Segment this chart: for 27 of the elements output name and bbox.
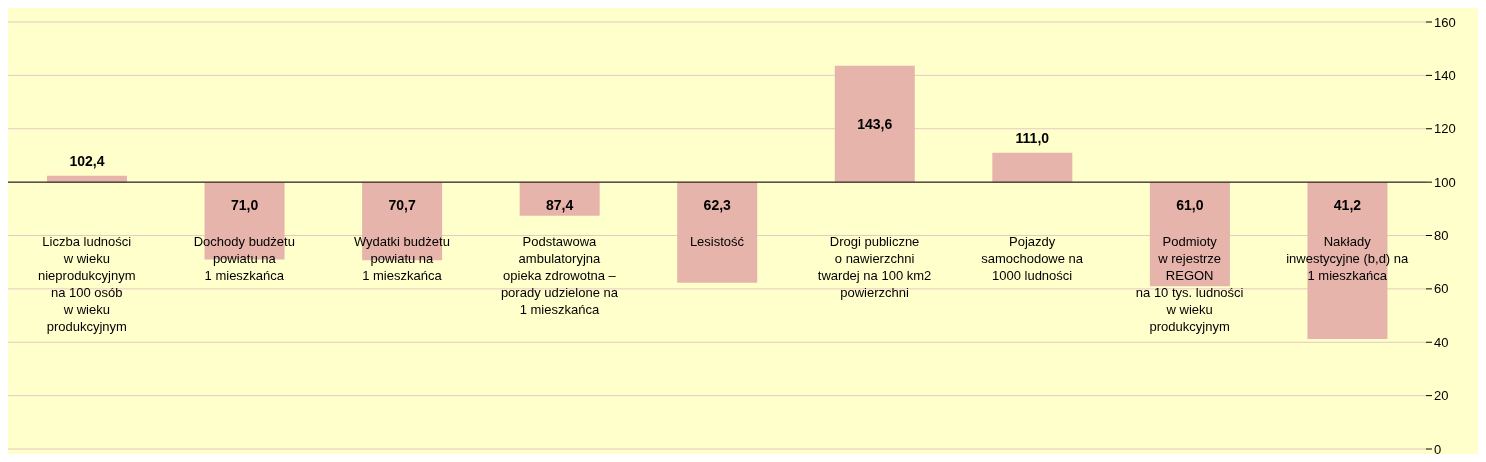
data-label: 111,0: [1015, 129, 1050, 146]
y-tick-label: 120: [1434, 121, 1456, 137]
data-label: 61,0: [1176, 197, 1204, 214]
y-tick-label: 160: [1434, 14, 1456, 30]
y-tick-label: 80: [1434, 228, 1449, 244]
x-tick-label: Dochody budżetu powiatu na 1 mieszkańca: [193, 234, 295, 284]
data-label: 70,7: [388, 197, 416, 214]
data-label: 71,0: [230, 197, 259, 214]
data-label: 41,2: [1333, 197, 1362, 214]
y-tick-label: 0: [1434, 441, 1442, 457]
data-label: 62,3: [703, 197, 732, 214]
x-tick-label: Podmioty w rejestrze REGON na 10 tys. ludności w wieku produkcyjnym: [1135, 234, 1244, 335]
y-tick-label: 140: [1434, 67, 1456, 83]
y-tick-label: 60: [1434, 281, 1449, 297]
x-tick-label: Drogi publiczne o nawierzchni twardej na 100 km2 powierzchni: [817, 234, 932, 301]
data-label: 87,4: [546, 197, 574, 214]
data-label: 143,6: [857, 115, 893, 132]
x-tick-label: Lesistość: [689, 234, 745, 250]
y-tick-label: 20: [1434, 388, 1449, 404]
y-tick-label: 40: [1434, 334, 1449, 350]
data-label: 102,4: [69, 152, 105, 169]
x-tick-label: Podstawowa ambulatoryjna opieka zdrowotna – porady udzielone na 1 mieszkańca: [500, 234, 619, 318]
x-tick-label: Nakłady inwestycyjne (b,d) na 1 mieszkańca: [1286, 234, 1410, 284]
x-tick-label: Liczba ludności w wieku nieprodukcyjnym na 100 osób w wieku produkcyjnym: [38, 234, 136, 335]
y-tick-label: 100: [1434, 174, 1456, 190]
x-tick-label: Pojazdy samochodowe na 1000 ludności: [981, 234, 1084, 284]
x-tick-label: Wydatki budżetu powiatu na 1 mieszkańca: [353, 234, 450, 284]
